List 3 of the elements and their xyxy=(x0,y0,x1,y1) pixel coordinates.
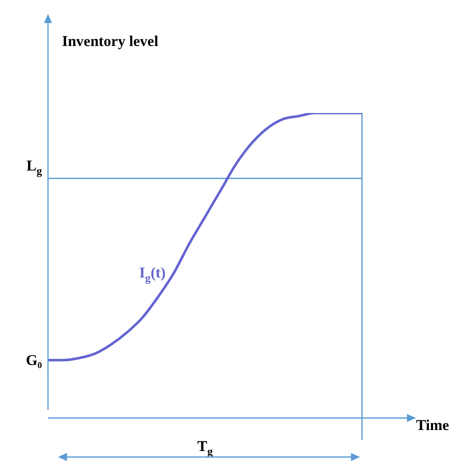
x-axis-title: Time xyxy=(416,418,450,434)
y-axis-title: Inventory level xyxy=(62,34,158,50)
text: G₀ xyxy=(26,353,43,370)
